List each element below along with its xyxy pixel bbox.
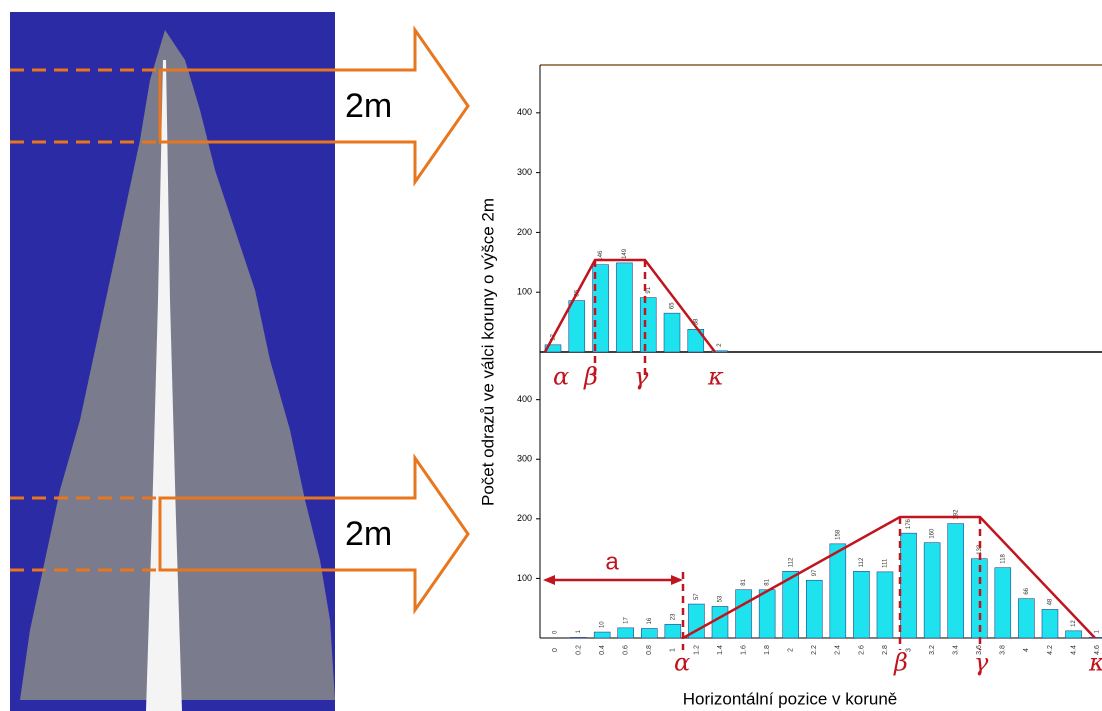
data-label: 112 bbox=[859, 557, 865, 567]
bar bbox=[1018, 599, 1034, 638]
data-label: 57 bbox=[694, 593, 700, 600]
data-label: 81 bbox=[741, 578, 747, 585]
data-label: 158 bbox=[835, 529, 841, 540]
y-tick-label: 300 bbox=[517, 167, 532, 177]
y-tick-label: 200 bbox=[517, 513, 532, 523]
data-label: 118 bbox=[1000, 553, 1006, 563]
data-label: 12 bbox=[1071, 620, 1077, 627]
y-tick-label: 100 bbox=[517, 287, 532, 297]
y-tick-label: 400 bbox=[517, 107, 532, 117]
x-tick-label: 1.8 bbox=[764, 645, 771, 655]
bar bbox=[1042, 609, 1058, 638]
data-label: 2 bbox=[717, 343, 723, 347]
bar bbox=[1089, 637, 1102, 638]
data-label: 111 bbox=[883, 558, 889, 568]
annotation: α bbox=[553, 363, 569, 391]
x-tick-label: 0 bbox=[552, 648, 559, 652]
annotation: γ bbox=[974, 649, 989, 677]
data-label: 160 bbox=[930, 528, 936, 539]
bar bbox=[569, 301, 585, 352]
x-tick-label: 0.6 bbox=[623, 645, 630, 655]
bar bbox=[924, 543, 940, 638]
annotation: a bbox=[605, 548, 619, 575]
x-tick-label: 0.8 bbox=[646, 645, 653, 655]
x-tick-label: 1.2 bbox=[693, 645, 700, 655]
bar bbox=[571, 637, 587, 638]
x-tick-label: 0.4 bbox=[599, 645, 606, 655]
data-label: 112 bbox=[788, 557, 794, 567]
y-tick-label: 200 bbox=[517, 227, 532, 237]
data-label: 17 bbox=[623, 617, 629, 624]
annotation: β bbox=[893, 649, 908, 677]
bar bbox=[877, 572, 893, 638]
data-label: 53 bbox=[718, 595, 724, 602]
data-label: 0 bbox=[553, 630, 559, 634]
x-tick-label: 3.2 bbox=[929, 645, 936, 655]
bar bbox=[616, 263, 632, 352]
x-tick-label: 1.4 bbox=[717, 645, 724, 655]
data-label: 48 bbox=[1048, 598, 1054, 605]
x-axis-label: Horizontální pozice v koruně bbox=[683, 689, 898, 708]
x-tick-label: 2.6 bbox=[858, 645, 865, 655]
bar bbox=[948, 524, 964, 638]
bar bbox=[1066, 631, 1082, 638]
bar bbox=[901, 533, 917, 638]
annotation: γ bbox=[634, 363, 649, 391]
x-tick-label: 0.2 bbox=[575, 645, 582, 655]
x-tick-label: 2.4 bbox=[835, 645, 842, 655]
figure: 2m 2m Počet odrazů ve válci koruny o výš… bbox=[0, 0, 1102, 711]
x-tick-label: 4 bbox=[1023, 648, 1030, 652]
bar bbox=[806, 580, 822, 638]
bar bbox=[618, 628, 634, 638]
x-tick-label: 4.2 bbox=[1047, 645, 1054, 655]
x-tick-label: 2.8 bbox=[882, 645, 889, 655]
bar bbox=[664, 313, 680, 352]
bar bbox=[736, 590, 752, 638]
y-tick-label: 400 bbox=[517, 394, 532, 404]
slice-label: 2m bbox=[345, 515, 392, 553]
bar bbox=[641, 628, 657, 638]
bar bbox=[995, 568, 1011, 638]
bar bbox=[759, 590, 775, 638]
data-label: 1 bbox=[1095, 629, 1101, 633]
data-label: 81 bbox=[765, 578, 771, 585]
data-label: 1 bbox=[576, 629, 582, 633]
x-tick-label: 3.4 bbox=[953, 645, 960, 655]
y-tick-label: 300 bbox=[517, 454, 532, 464]
data-label: 97 bbox=[812, 569, 818, 576]
annotation: κ bbox=[707, 363, 724, 391]
bar bbox=[830, 544, 846, 638]
x-tick-label: 1.6 bbox=[740, 645, 747, 655]
x-tick-label: 2.2 bbox=[811, 645, 818, 655]
x-tick-label: 3.8 bbox=[1000, 645, 1007, 655]
data-label: 10 bbox=[600, 621, 606, 628]
data-label: 16 bbox=[647, 617, 653, 624]
bar bbox=[853, 571, 869, 638]
data-label: 91 bbox=[646, 286, 652, 293]
x-tick-label: 4.4 bbox=[1070, 645, 1077, 655]
bar bbox=[594, 632, 610, 638]
data-label: 176 bbox=[906, 518, 912, 529]
bar bbox=[665, 624, 681, 638]
bar bbox=[712, 606, 728, 638]
data-label: 65 bbox=[670, 302, 676, 309]
y-axis-label: Počet odrazů ve válci koruny o výšce 2m bbox=[478, 198, 497, 506]
data-label: 66 bbox=[1024, 587, 1030, 594]
data-label: 23 bbox=[670, 613, 676, 620]
y-tick-label: 100 bbox=[517, 573, 532, 583]
annotation: β bbox=[583, 363, 598, 391]
annotation: κ bbox=[1088, 649, 1102, 677]
data-label: 149 bbox=[622, 248, 628, 259]
x-tick-label: 2 bbox=[788, 648, 795, 652]
bar bbox=[640, 298, 656, 352]
slice-label: 2m bbox=[345, 87, 392, 125]
annotation: α bbox=[674, 649, 690, 677]
